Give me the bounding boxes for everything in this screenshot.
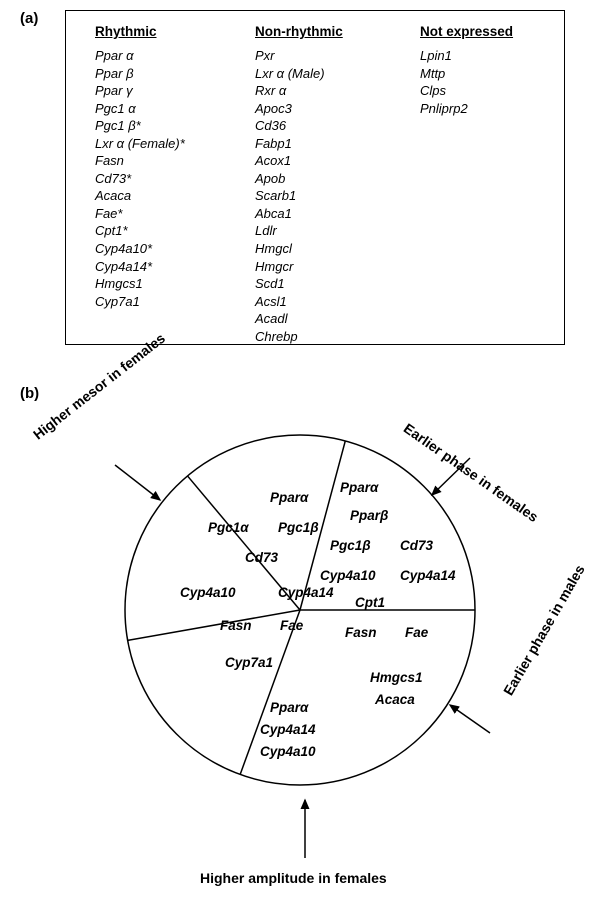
slice-gene-label: Cyp7a1	[225, 655, 273, 670]
slice-gene-label: Hmgcs1	[370, 670, 423, 685]
slice-gene-label: Pgc1β	[330, 538, 371, 553]
slice-gene-label: Fasn	[220, 618, 252, 633]
slice-gene-label: Pparα	[270, 490, 308, 505]
slice-gene-label: Pparα	[270, 700, 308, 715]
slice-gene-label: Cd73	[245, 550, 278, 565]
slice-gene-label: Cd73	[400, 538, 433, 553]
pie-chart	[0, 0, 605, 900]
outer-label-bottom: Higher amplitude in females	[200, 870, 387, 886]
slice-gene-label: Fae	[405, 625, 428, 640]
slice-gene-label: Pparα	[340, 480, 378, 495]
slice-gene-label: Cyp4a10	[260, 744, 316, 759]
slice-gene-label: Cyp4a14	[260, 722, 316, 737]
slice-gene-label: Cpt1	[355, 595, 385, 610]
slice-gene-label: Acaca	[375, 692, 415, 707]
slice-gene-label: Fae	[280, 618, 303, 633]
slice-gene-label: Cyp4a10	[320, 568, 376, 583]
slice-gene-label: Cyp4a10	[180, 585, 236, 600]
slice-gene-label: Fasn	[345, 625, 377, 640]
slice-gene-label: Pgc1β	[278, 520, 319, 535]
slice-gene-label: Cyp4a14	[278, 585, 334, 600]
slice-gene-label: Pgc1α	[208, 520, 249, 535]
slice-gene-label: Pparβ	[350, 508, 388, 523]
slice-gene-label: Cyp4a14	[400, 568, 456, 583]
